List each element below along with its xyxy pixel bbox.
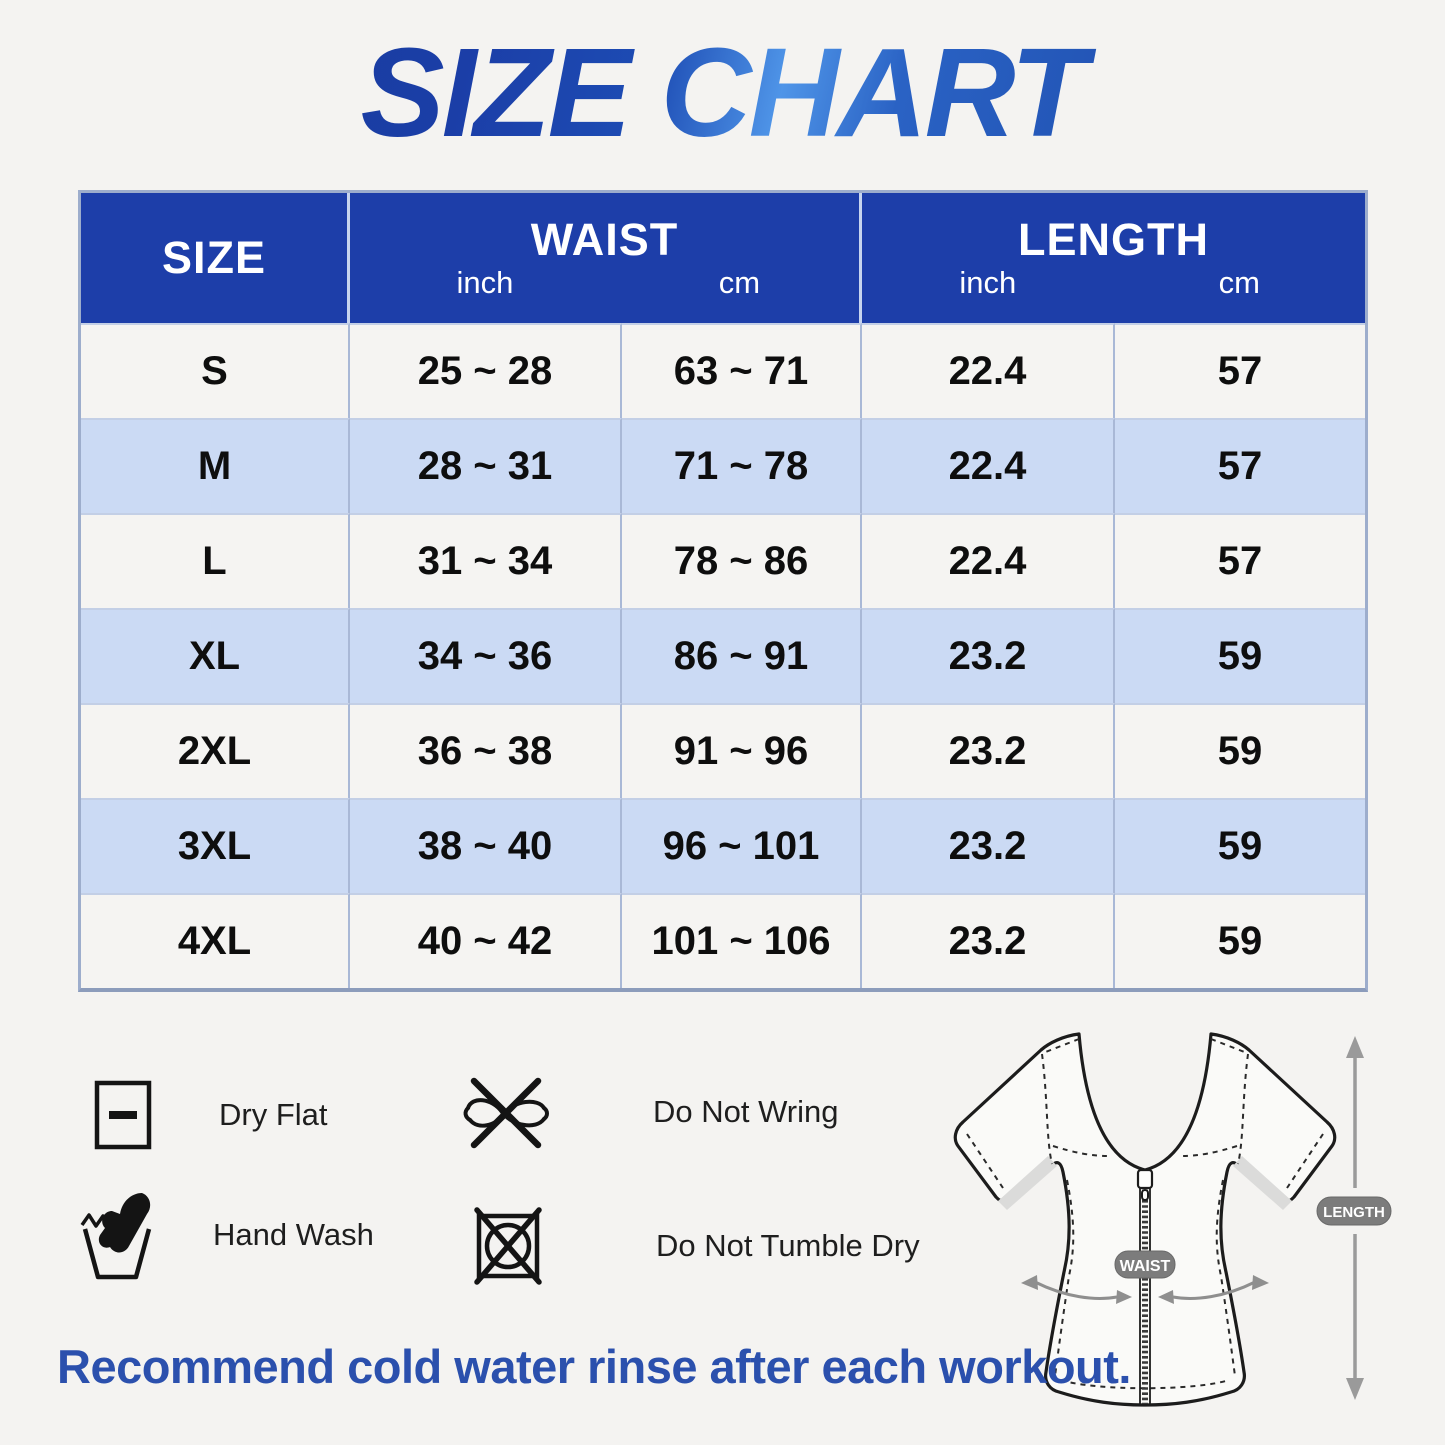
left-armhole-seam — [1041, 1053, 1053, 1165]
right-cuff-stitch — [1286, 1133, 1324, 1189]
left-underarm-band — [998, 1156, 1057, 1210]
waist-arrows — [1034, 1280, 1256, 1300]
do-not-wring-icon — [452, 1072, 557, 1152]
right-armhole-seam — [1237, 1053, 1249, 1165]
col-header-size: SIZE — [81, 193, 350, 323]
cell-waist-inch-4xl: 40 ~ 42 — [350, 893, 622, 988]
cell-waist-cm-m: 71 ~ 78 — [622, 418, 862, 513]
cell-length-inch-m: 22.4 — [862, 418, 1115, 513]
cell-waist-cm-xl: 86 ~ 91 — [622, 608, 862, 703]
care-item-dry-flat: Dry Flat — [70, 1069, 328, 1161]
cell-length-inch-3xl: 23.2 — [862, 798, 1115, 893]
cell-length-inch-l: 22.4 — [862, 513, 1115, 608]
zipper — [1136, 1168, 1154, 1404]
cell-waist-cm-l: 78 ~ 86 — [622, 513, 862, 608]
cell-length-inch-xl: 23.2 — [862, 608, 1115, 703]
right-princess-seam — [1215, 1179, 1236, 1377]
cell-size-s: S — [81, 323, 350, 418]
care-label-dry-flat: Dry Flat — [219, 1097, 328, 1132]
dry-flat-icon — [70, 1080, 175, 1150]
length-badge — [1316, 1196, 1392, 1226]
page-title: SIZE CHART — [0, 30, 1445, 156]
cell-waist-cm-2xl: 91 ~ 96 — [622, 703, 862, 798]
left-chest-seam — [1052, 1145, 1108, 1157]
care-item-do-not-tumble-dry: Do Not Tumble Dry — [455, 1200, 920, 1292]
left-princess-seam — [1054, 1179, 1075, 1377]
cell-size-4xl: 4XL — [81, 893, 350, 988]
cell-length-cm-m: 57 — [1115, 418, 1365, 513]
cell-length-cm-2xl: 59 — [1115, 703, 1365, 798]
cell-waist-inch-xl: 34 ~ 36 — [350, 608, 622, 703]
length-unit-inch: inch — [959, 265, 1017, 301]
cell-waist-inch-l: 31 ~ 34 — [350, 513, 622, 608]
hand-wash-icon — [64, 1188, 169, 1282]
care-label-hand-wash: Hand Wash — [213, 1217, 374, 1252]
cell-waist-inch-3xl: 38 ~ 40 — [350, 798, 622, 893]
waist-unit-inch: inch — [456, 265, 514, 301]
do-not-tumble-dry-icon — [455, 1205, 560, 1287]
footer-note: Recommend cold water rinse after each wo… — [57, 1340, 1131, 1393]
cell-size-m: M — [81, 418, 350, 513]
cell-waist-cm-4xl: 101 ~ 106 — [622, 893, 862, 988]
cell-size-3xl: 3XL — [81, 798, 350, 893]
cell-waist-inch-2xl: 36 ~ 38 — [350, 703, 622, 798]
length-badge-label: LENGTH — [1323, 1204, 1385, 1221]
waist-badge-label: WAIST — [1120, 1258, 1171, 1275]
cell-size-xl: XL — [81, 608, 350, 703]
left-shoulder-seam — [1042, 1038, 1080, 1054]
cell-length-cm-s: 57 — [1115, 323, 1365, 418]
waist-badge — [1114, 1250, 1176, 1279]
care-item-hand-wash: Hand Wash — [64, 1189, 374, 1281]
length-unit-cm: cm — [1218, 265, 1260, 301]
garment-diagram: WAIST LENGTH — [945, 1020, 1407, 1412]
care-item-do-not-wring: Do Not Wring — [452, 1066, 839, 1158]
left-cuff-stitch — [966, 1133, 1004, 1189]
garment-illustration-svg: WAIST LENGTH — [953, 1032, 1392, 1407]
cell-waist-inch-m: 28 ~ 31 — [350, 418, 622, 513]
size-table: SIZE WAIST inch cm LENGTH inch cm S 25 ~… — [78, 190, 1368, 992]
care-label-do-not-wring: Do Not Wring — [653, 1094, 839, 1129]
cell-length-inch-4xl: 23.2 — [862, 893, 1115, 988]
cell-size-2xl: 2XL — [81, 703, 350, 798]
cell-size-l: L — [81, 513, 350, 608]
care-label-do-not-tumble-dry: Do Not Tumble Dry — [656, 1228, 920, 1263]
waist-units-row: inch cm — [350, 265, 859, 301]
cell-length-inch-s: 22.4 — [862, 323, 1115, 418]
cell-length-cm-l: 57 — [1115, 513, 1365, 608]
cell-waist-cm-s: 63 ~ 71 — [622, 323, 862, 418]
cell-length-cm-4xl: 59 — [1115, 893, 1365, 988]
size-header-label: SIZE — [161, 232, 267, 284]
right-shoulder-seam — [1210, 1038, 1248, 1054]
cell-length-cm-3xl: 59 — [1115, 798, 1365, 893]
cell-waist-inch-s: 25 ~ 28 — [350, 323, 622, 418]
col-header-waist: WAIST inch cm — [350, 193, 862, 323]
cell-length-cm-xl: 59 — [1115, 608, 1365, 703]
waist-header-label: WAIST — [530, 213, 679, 265]
right-underarm-band — [1233, 1156, 1292, 1210]
cell-length-inch-2xl: 23.2 — [862, 703, 1115, 798]
cell-waist-cm-3xl: 96 ~ 101 — [622, 798, 862, 893]
length-units-row: inch cm — [862, 265, 1365, 301]
length-header-label: LENGTH — [1018, 213, 1209, 265]
right-chest-seam — [1182, 1145, 1238, 1157]
col-header-length: LENGTH inch cm — [862, 193, 1365, 323]
waist-unit-cm: cm — [718, 265, 761, 301]
